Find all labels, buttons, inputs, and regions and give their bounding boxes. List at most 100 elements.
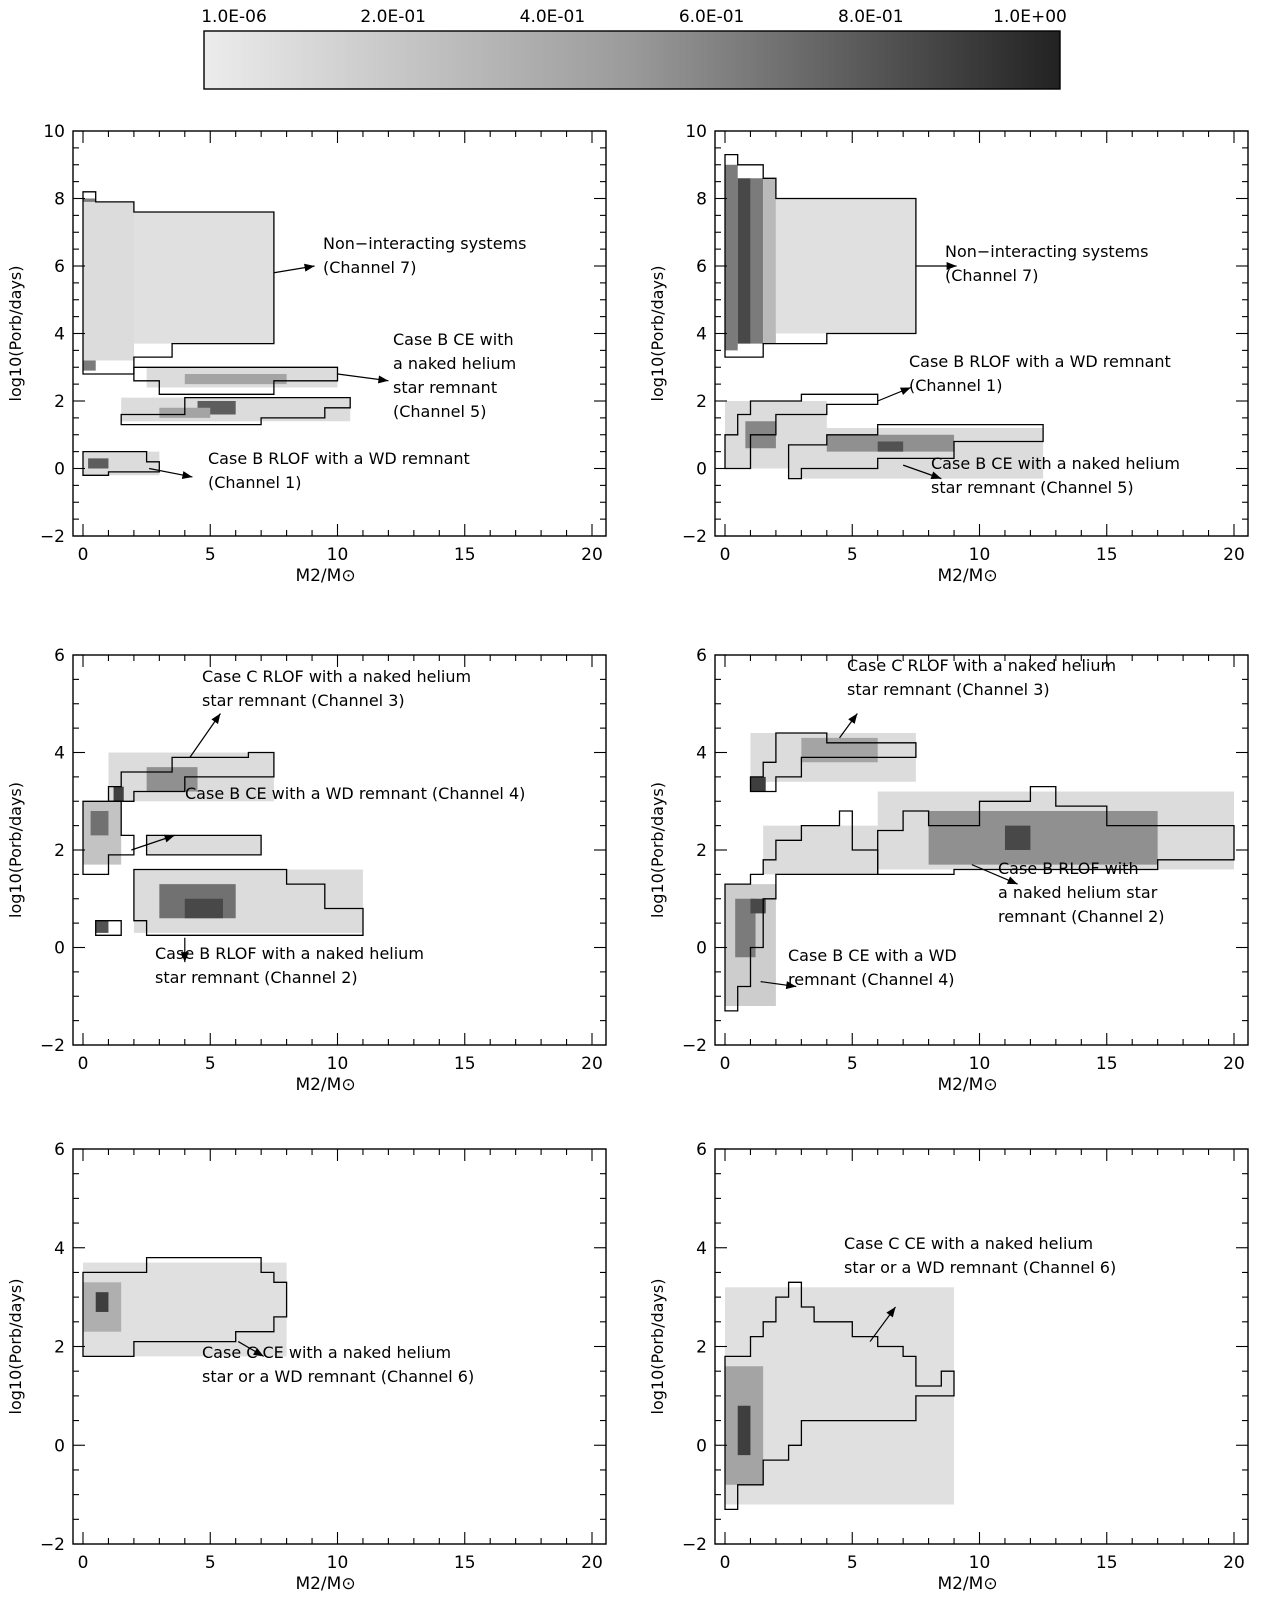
annotation-line: star or a WD remnant (Channel 6): [202, 1367, 474, 1386]
annotation-arrowhead: [886, 1307, 896, 1318]
annotation-arrowhead: [946, 262, 957, 270]
x-tick-label: 0: [720, 1054, 731, 1074]
x-tick-label: 10: [969, 1553, 991, 1573]
colorbar-tick-label: 1.0E-06: [201, 7, 267, 27]
annotation-arrowhead: [253, 1347, 264, 1357]
y-tick-label: 4: [54, 744, 65, 764]
region-outline: [145, 834, 262, 856]
region-outline: [82, 450, 160, 476]
y-tick-label: 0: [696, 460, 707, 480]
heatmap-cell: [801, 737, 878, 763]
annotation-line: Case B RLOF with a WD remnant: [909, 352, 1171, 371]
heatmap-cell: [877, 441, 904, 452]
annotation-line: Case B RLOF with a WD remnant: [208, 449, 470, 468]
y-tick-label: 8: [54, 190, 65, 210]
y-tick-label: 10: [43, 122, 65, 142]
heatmap-cell: [763, 178, 776, 344]
y-tick-label: 4: [696, 1239, 707, 1259]
x-tick-label: 0: [78, 1553, 89, 1573]
x-tick-label: 10: [969, 1054, 991, 1074]
x-tick-label: 0: [720, 1553, 731, 1573]
heatmap-cell: [88, 458, 109, 469]
annotation: Case C RLOF with a naked helium star remn…: [839, 656, 1116, 739]
annotation-line: Case C CE with a naked helium: [844, 1234, 1093, 1253]
x-axis-label: M2/M⊙: [937, 1075, 997, 1095]
annotation-arrowhead: [848, 713, 858, 724]
annotation-arrowhead: [304, 263, 315, 272]
region-outline: [787, 423, 1044, 480]
annotation-line: (Channel 1): [208, 473, 301, 492]
y-tick-label: −2: [682, 1535, 707, 1555]
y-tick-label: 4: [696, 325, 707, 345]
colorbar-tick-label: 2.0E-01: [360, 7, 426, 27]
annotation-arrowhead: [211, 713, 221, 724]
region-outline: [724, 1281, 955, 1511]
y-axis-label: log10(Porb/days): [648, 1279, 667, 1415]
x-tick-label: 0: [78, 1054, 89, 1074]
heatmap-cells: [83, 752, 363, 933]
x-axis-label: M2/M⊙: [295, 1075, 355, 1095]
region-outline: [133, 868, 364, 936]
colorbar: 1.0E-06 2.0E-01 4.0E-01 6.0E-01 8.0E-01 1.0E+…: [201, 7, 1067, 90]
heatmap-cell: [775, 198, 916, 334]
heatmap-cell: [737, 178, 751, 344]
heatmap-cells: [83, 1262, 287, 1357]
y-axis-label: log10(Porb/days): [6, 266, 25, 402]
annotation: Case B RLOF with a WD remnant (Channel 1): [877, 352, 1171, 402]
annotation-arrowhead: [181, 471, 193, 479]
annotation-line: Case B RLOF with a naked helium: [155, 944, 424, 963]
y-tick-label: −2: [682, 1036, 707, 1056]
region-outline: [133, 366, 339, 395]
heatmap-cell: [735, 898, 756, 958]
panel-2: 0 5 10 15 20−20246810M2/M⊙log10(Porb/days)No…: [648, 122, 1249, 586]
annotation-line: star or a WD remnant (Channel 6): [844, 1258, 1116, 1277]
y-tick-label: 6: [696, 646, 707, 666]
y-tick-label: −2: [40, 527, 65, 547]
x-tick-label: 15: [1096, 1553, 1118, 1573]
y-tick-label: 0: [54, 939, 65, 959]
region-outline: [82, 1256, 288, 1358]
annotation-line: a naked helium star: [998, 883, 1158, 902]
x-tick-label: 10: [327, 1553, 349, 1573]
y-tick-label: 6: [54, 257, 65, 277]
heatmap-cell: [95, 920, 109, 933]
annotation: Non−interacting systems (Channel 7): [273, 234, 526, 277]
panel-3: 0 5 10 15 20 −2 0 2 4 6 M2/M⊙ log10(Porb/days) Case …: [6, 646, 607, 1095]
colorbar-tick-label: 6.0E-01: [679, 7, 745, 27]
y-axis-label: log10(Porb/days): [6, 782, 25, 918]
annotation: Case B RLOF with a WD remnant (Channel 1): [149, 449, 470, 492]
heatmap-cell: [95, 1292, 109, 1312]
annotation-line: star remnant (Channel 2): [155, 968, 358, 987]
region-outline: [95, 920, 122, 936]
y-tick-label: −2: [40, 1535, 65, 1555]
y-tick-label: 4: [54, 325, 65, 345]
y-tick-label: 2: [696, 1338, 707, 1358]
x-tick-label: 10: [969, 545, 991, 565]
x-axis-label: M2/M⊙: [295, 566, 355, 586]
annotation-line: (Channel 7): [323, 258, 416, 277]
heatmap-cell: [750, 776, 766, 792]
heatmap-cell: [184, 374, 287, 385]
x-tick-label: 5: [205, 1054, 216, 1074]
y-tick-label: 0: [54, 460, 65, 480]
x-tick-label: 20: [581, 545, 603, 565]
region-outline: [749, 732, 917, 793]
region-outline: [724, 393, 879, 470]
annotation-arrowhead: [930, 471, 942, 480]
y-tick-label: 2: [54, 841, 65, 861]
panel-4: 0 5 10 15 20 −2 0 2 4 6 M2/M⊙ log10(Porb/days) Case …: [648, 646, 1249, 1095]
panels: 0 5 10 15 20−20246810M2/M⊙log10(Porb/days)No…: [6, 122, 1249, 1594]
y-axis-label: log10(Porb/days): [648, 266, 667, 402]
y-tick-label: 6: [54, 646, 65, 666]
x-tick-label: 5: [205, 545, 216, 565]
y-tick-label: 10: [685, 122, 707, 142]
heatmap-cell: [750, 898, 766, 914]
panel-5: 0 5 10 15 20 −2 0 2 4 6 M2/M⊙ log10(Porb/days) Case …: [6, 1140, 607, 1594]
y-tick-label: 6: [54, 1140, 65, 1160]
annotation-line: Case C CE with a naked helium: [202, 1343, 451, 1362]
annotation-line: (Channel 5): [393, 402, 486, 421]
y-tick-label: 2: [54, 1338, 65, 1358]
annotation-line: remnant (Channel 2): [998, 907, 1165, 926]
y-tick-label: 4: [54, 1239, 65, 1259]
y-axis-label: log10(Porb/days): [6, 1279, 25, 1415]
